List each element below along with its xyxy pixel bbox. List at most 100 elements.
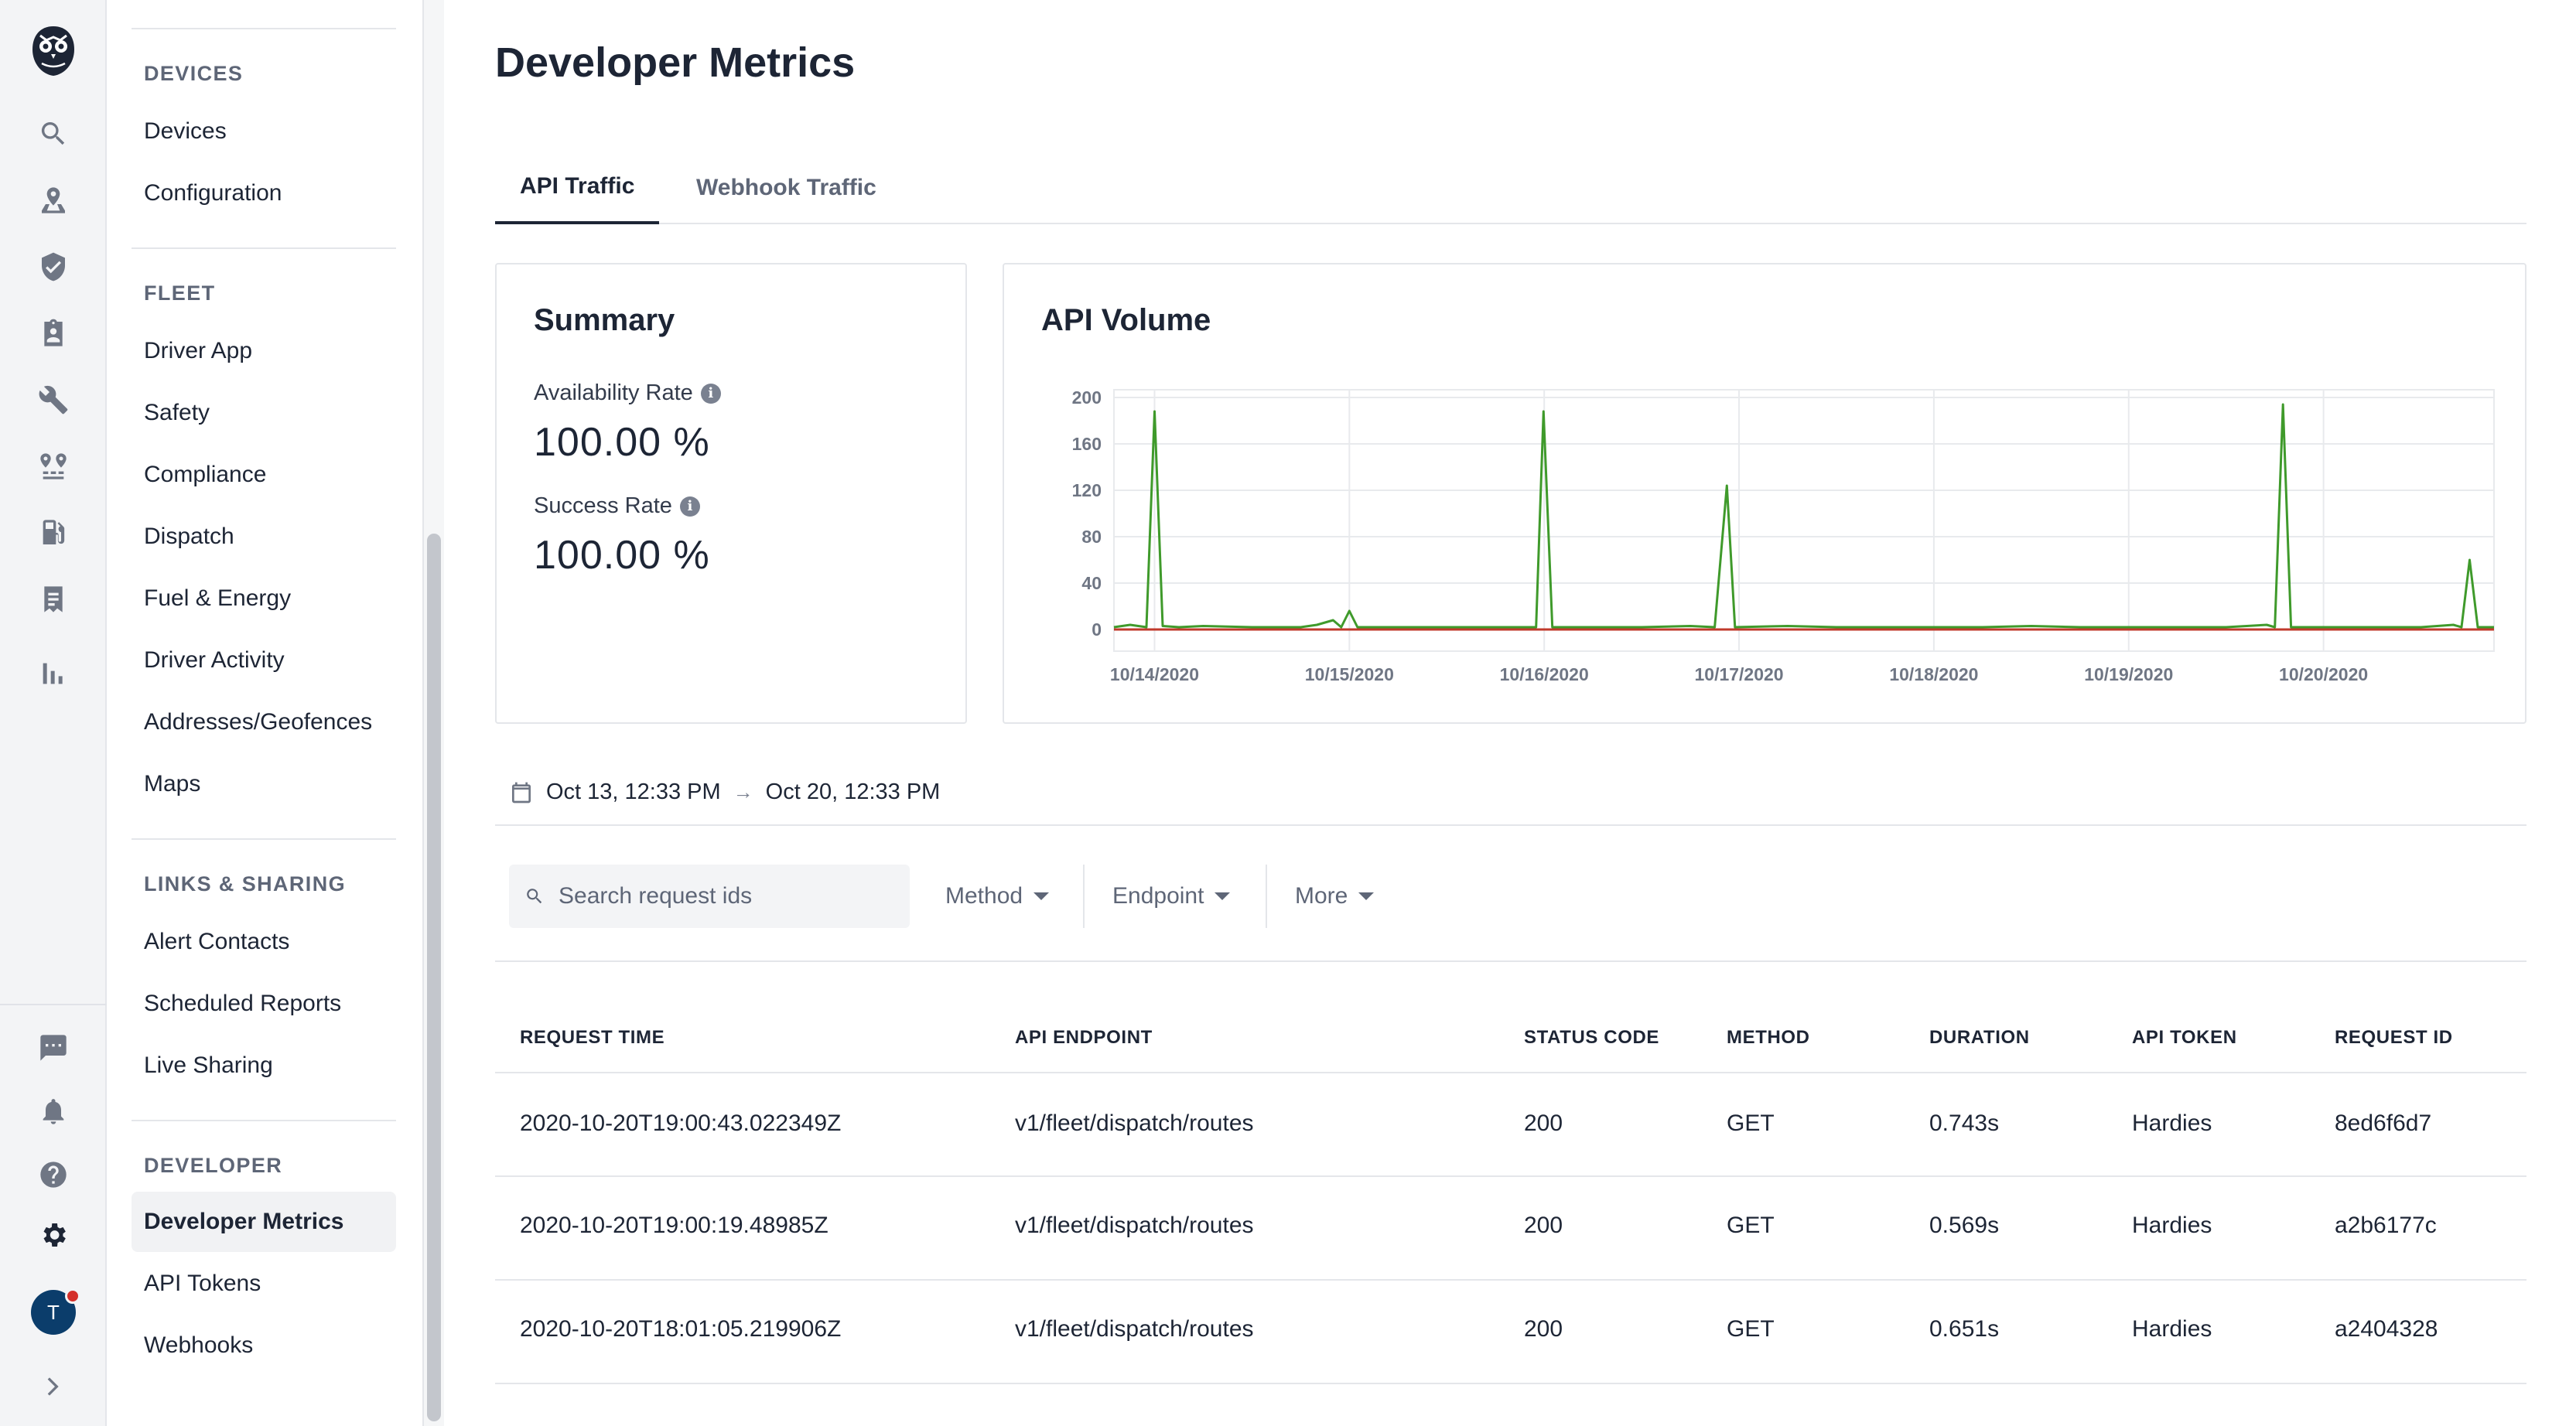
filter-divider [1266, 865, 1267, 928]
nav-item-safety[interactable]: Safety [144, 400, 210, 425]
column-header-method[interactable]: METHOD [1727, 1027, 1810, 1048]
info-icon[interactable]: i [700, 383, 721, 404]
nav-item-configuration[interactable]: Configuration [144, 180, 282, 206]
column-header-request-time[interactable]: REQUEST TIME [520, 1027, 665, 1048]
y-tick-label: 0 [1092, 619, 1102, 640]
cell-api-token: Hardies [2132, 1316, 2212, 1342]
table-header-divider [495, 1072, 2526, 1073]
bar-chart-icon[interactable] [29, 650, 77, 698]
tab-webhook-traffic[interactable]: Webhook Traffic [696, 175, 876, 200]
fuel-icon[interactable] [29, 509, 77, 557]
availability-label-text: Availability Rate [534, 380, 693, 405]
series-line [1113, 403, 2494, 629]
nav-item-webhooks[interactable]: Webhooks [144, 1332, 254, 1358]
cell-request-id: a2b6177c [2335, 1213, 2437, 1238]
column-header-request-id[interactable]: REQUEST ID [2335, 1027, 2453, 1048]
table-row[interactable]: 2020-10-20T19:00:43.022349Z v1/fleet/dis… [495, 1073, 2526, 1177]
avatar[interactable]: T [31, 1288, 80, 1335]
chevron-right-icon[interactable] [29, 1363, 77, 1411]
cell-status-code: 200 [1524, 1110, 1563, 1136]
nav-item-driver-activity[interactable]: Driver Activity [144, 647, 285, 673]
x-tick-label: 10/16/2020 [1500, 664, 1589, 684]
date-range-picker[interactable]: Oct 13, 12:33 PM → Oct 20, 12:33 PM [509, 780, 940, 805]
settings-sidebar: DEVICES Devices Configuration FLEET Driv… [107, 0, 424, 1426]
column-header-api-endpoint[interactable]: API ENDPOINT [1015, 1027, 1153, 1048]
cell-api-endpoint: v1/fleet/dispatch/routes [1015, 1316, 1254, 1342]
success-label: Success Rate i [534, 493, 700, 519]
nav-item-compliance[interactable]: Compliance [144, 462, 267, 487]
nav-section-fleet: FLEET [144, 281, 216, 305]
y-tick-label: 160 [1072, 434, 1102, 454]
route-icon[interactable] [29, 442, 77, 490]
info-icon[interactable]: i [679, 496, 700, 517]
x-tick-label: 10/17/2020 [1694, 664, 1783, 684]
message-icon[interactable] [29, 1024, 77, 1072]
nav-divider [132, 247, 396, 249]
search-icon [527, 889, 542, 904]
section-divider [495, 960, 2526, 962]
x-tick-label: 10/14/2020 [1110, 664, 1199, 684]
search-box[interactable] [509, 865, 910, 928]
nav-divider [132, 1120, 396, 1121]
availability-value: 100.00 % [534, 420, 710, 465]
nav-item-fuel-energy[interactable]: Fuel & Energy [144, 585, 292, 611]
search-input[interactable] [559, 883, 883, 909]
cell-method: GET [1727, 1213, 1775, 1238]
nav-item-api-tokens[interactable]: API Tokens [144, 1271, 261, 1296]
y-tick-label: 120 [1072, 480, 1102, 500]
cell-duration: 0.651s [1929, 1316, 2000, 1342]
endpoint-filter[interactable]: Endpoint [1112, 865, 1231, 928]
x-tick-label: 10/15/2020 [1305, 664, 1394, 684]
tab-api-traffic[interactable]: API Traffic [495, 152, 660, 224]
nav-item-addresses-geofences[interactable]: Addresses/Geofences [144, 709, 373, 735]
map-pin-icon[interactable] [29, 176, 77, 224]
table-row[interactable]: 2020-10-20T18:01:05.219906Z v1/fleet/dis… [495, 1281, 2526, 1384]
column-header-api-token[interactable]: API TOKEN [2132, 1027, 2237, 1048]
cell-method: GET [1727, 1316, 1775, 1342]
caret-down-icon [1215, 892, 1231, 900]
help-icon[interactable] [29, 1151, 77, 1199]
cell-method: GET [1727, 1110, 1775, 1136]
gear-icon[interactable] [29, 1211, 77, 1259]
summary-title: Summary [534, 303, 675, 337]
clipboard-icon[interactable] [29, 309, 77, 357]
cell-api-token: Hardies [2132, 1110, 2212, 1136]
filter-divider [1083, 865, 1085, 928]
nav-item-live-sharing[interactable]: Live Sharing [144, 1052, 273, 1078]
date-to: Oct 20, 12:33 PM [765, 780, 941, 804]
arrow-right-icon: → [733, 780, 753, 803]
column-header-duration[interactable]: DURATION [1929, 1027, 2030, 1048]
nav-item-scheduled-reports[interactable]: Scheduled Reports [144, 991, 342, 1016]
nav-item-devices[interactable]: Devices [144, 118, 227, 144]
cell-status-code: 200 [1524, 1213, 1563, 1238]
nav-item-maps[interactable]: Maps [144, 771, 201, 797]
rail-divider [0, 1004, 107, 1005]
cell-api-token: Hardies [2132, 1213, 2212, 1238]
cell-status-code: 200 [1524, 1316, 1563, 1342]
nav-section-links-sharing: LINKS & SHARING [144, 872, 347, 896]
api-volume-chart: 0 40 80 120 160 200 10/14/2020 10/15/2020 10/16/… [1072, 387, 2495, 684]
table-row[interactable]: 2020-10-20T19:00:19.48985Z v1/fleet/disp… [495, 1177, 2526, 1281]
owl-logo-icon[interactable] [29, 25, 77, 77]
cell-api-endpoint: v1/fleet/dispatch/routes [1015, 1213, 1254, 1238]
shield-icon[interactable] [29, 243, 77, 291]
more-filter-label: More [1295, 883, 1348, 909]
nav-item-driver-app[interactable]: Driver App [144, 338, 253, 363]
method-filter[interactable]: Method [945, 865, 1050, 928]
wrench-icon[interactable] [29, 376, 77, 424]
search-icon[interactable] [29, 110, 77, 158]
more-filter[interactable]: More [1295, 865, 1375, 928]
x-tick-label: 10/18/2020 [1889, 664, 1978, 684]
nav-item-developer-metrics[interactable]: Developer Metrics [132, 1192, 396, 1252]
cell-request-id: 8ed6f6d7 [2335, 1110, 2432, 1136]
nav-item-alert-contacts[interactable]: Alert Contacts [144, 929, 290, 954]
column-header-status-code[interactable]: STATUS CODE [1524, 1027, 1660, 1048]
sidebar-scrollbar-thumb[interactable] [427, 534, 441, 1421]
y-tick-label: 200 [1072, 387, 1102, 408]
bell-icon[interactable] [29, 1087, 77, 1135]
cell-request-time: 2020-10-20T18:01:05.219906Z [520, 1316, 842, 1342]
success-label-text: Success Rate [534, 493, 672, 518]
nav-item-dispatch[interactable]: Dispatch [144, 524, 234, 549]
document-icon[interactable] [29, 575, 77, 623]
cell-duration: 0.569s [1929, 1213, 2000, 1238]
